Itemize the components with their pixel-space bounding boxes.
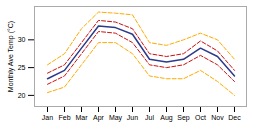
svg-text:Monthly Ave Temp (°C): Monthly Ave Temp (°C) xyxy=(7,21,15,92)
svg-text:Nov: Nov xyxy=(211,114,224,121)
svg-text:May: May xyxy=(109,114,123,122)
svg-text:30: 30 xyxy=(18,36,26,43)
svg-text:Aug: Aug xyxy=(160,114,173,122)
svg-text:Jan: Jan xyxy=(42,114,53,121)
svg-text:Sep: Sep xyxy=(177,114,190,122)
svg-text:25: 25 xyxy=(18,64,26,71)
svg-text:Jul: Jul xyxy=(145,114,154,121)
svg-text:Jun: Jun xyxy=(127,114,138,121)
svg-text:Dec: Dec xyxy=(228,114,241,121)
svg-text:Mar: Mar xyxy=(75,114,88,121)
svg-text:Oct: Oct xyxy=(195,114,206,121)
svg-text:Feb: Feb xyxy=(58,114,70,121)
svg-text:Apr: Apr xyxy=(93,114,105,122)
svg-text:20: 20 xyxy=(18,92,26,99)
